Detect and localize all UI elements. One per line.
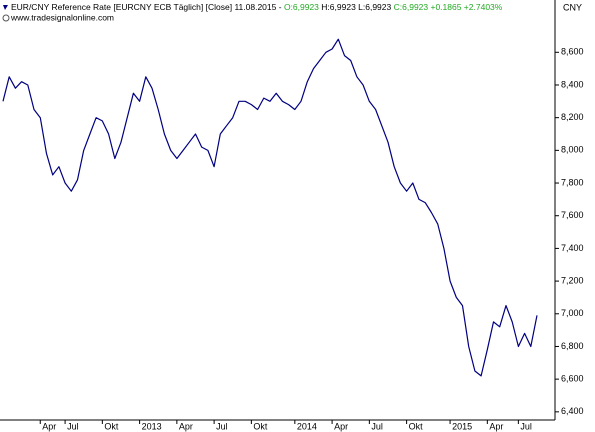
y-tick-label: 8,200 bbox=[561, 112, 584, 122]
source: www.tradesignalonline.com bbox=[10, 12, 114, 22]
x-tick-label: Apr bbox=[179, 421, 193, 431]
y-axis-label: CNY bbox=[563, 2, 582, 12]
x-tick-label: Okt bbox=[104, 421, 119, 431]
x-tick-label: Jul bbox=[520, 421, 532, 431]
y-tick-label: 7,800 bbox=[561, 177, 584, 187]
y-tick-label: 8,400 bbox=[561, 79, 584, 89]
x-tick-label: Jul bbox=[67, 421, 79, 431]
x-tick-label: 2014 bbox=[297, 421, 317, 431]
x-tick-label: Apr bbox=[334, 421, 348, 431]
y-tick-label: 6,400 bbox=[561, 406, 584, 416]
y-tick-label: 7,400 bbox=[561, 243, 584, 253]
y-tick-label: 6,600 bbox=[561, 374, 584, 384]
x-tick-label: Okt bbox=[409, 421, 424, 431]
x-tick-label: Jul bbox=[216, 421, 228, 431]
y-tick-label: 6,800 bbox=[561, 341, 584, 351]
y-tick-label: 7,000 bbox=[561, 308, 584, 318]
x-tick-label: 2013 bbox=[142, 421, 162, 431]
y-tick-label: 7,200 bbox=[561, 275, 584, 285]
y-tick-label: 8,000 bbox=[561, 145, 584, 155]
y-tick-label: 8,600 bbox=[561, 47, 584, 57]
open-value: O:6,9923 bbox=[284, 2, 319, 12]
header-icon bbox=[3, 5, 8, 10]
chart-title: EUR/CNY Reference Rate [EURCNY ECB Tägli… bbox=[11, 2, 282, 12]
source-icon bbox=[2, 14, 10, 22]
high-low-value: H:6,9923 L:6,9923 bbox=[321, 2, 391, 12]
price-line bbox=[2, 38, 538, 377]
x-tick-label: Okt bbox=[253, 421, 268, 431]
x-tick-label: Jul bbox=[371, 421, 383, 431]
x-tick-label: Apr bbox=[42, 421, 56, 431]
x-tick-label: Apr bbox=[489, 421, 503, 431]
x-tick-label: 2015 bbox=[452, 421, 472, 431]
header: EUR/CNY Reference Rate [EURCNY ECB Tägli… bbox=[11, 2, 503, 12]
close-change: C:6,9923 +0.1865 +2.7403% bbox=[394, 2, 503, 12]
y-tick-label: 7,600 bbox=[561, 210, 584, 220]
